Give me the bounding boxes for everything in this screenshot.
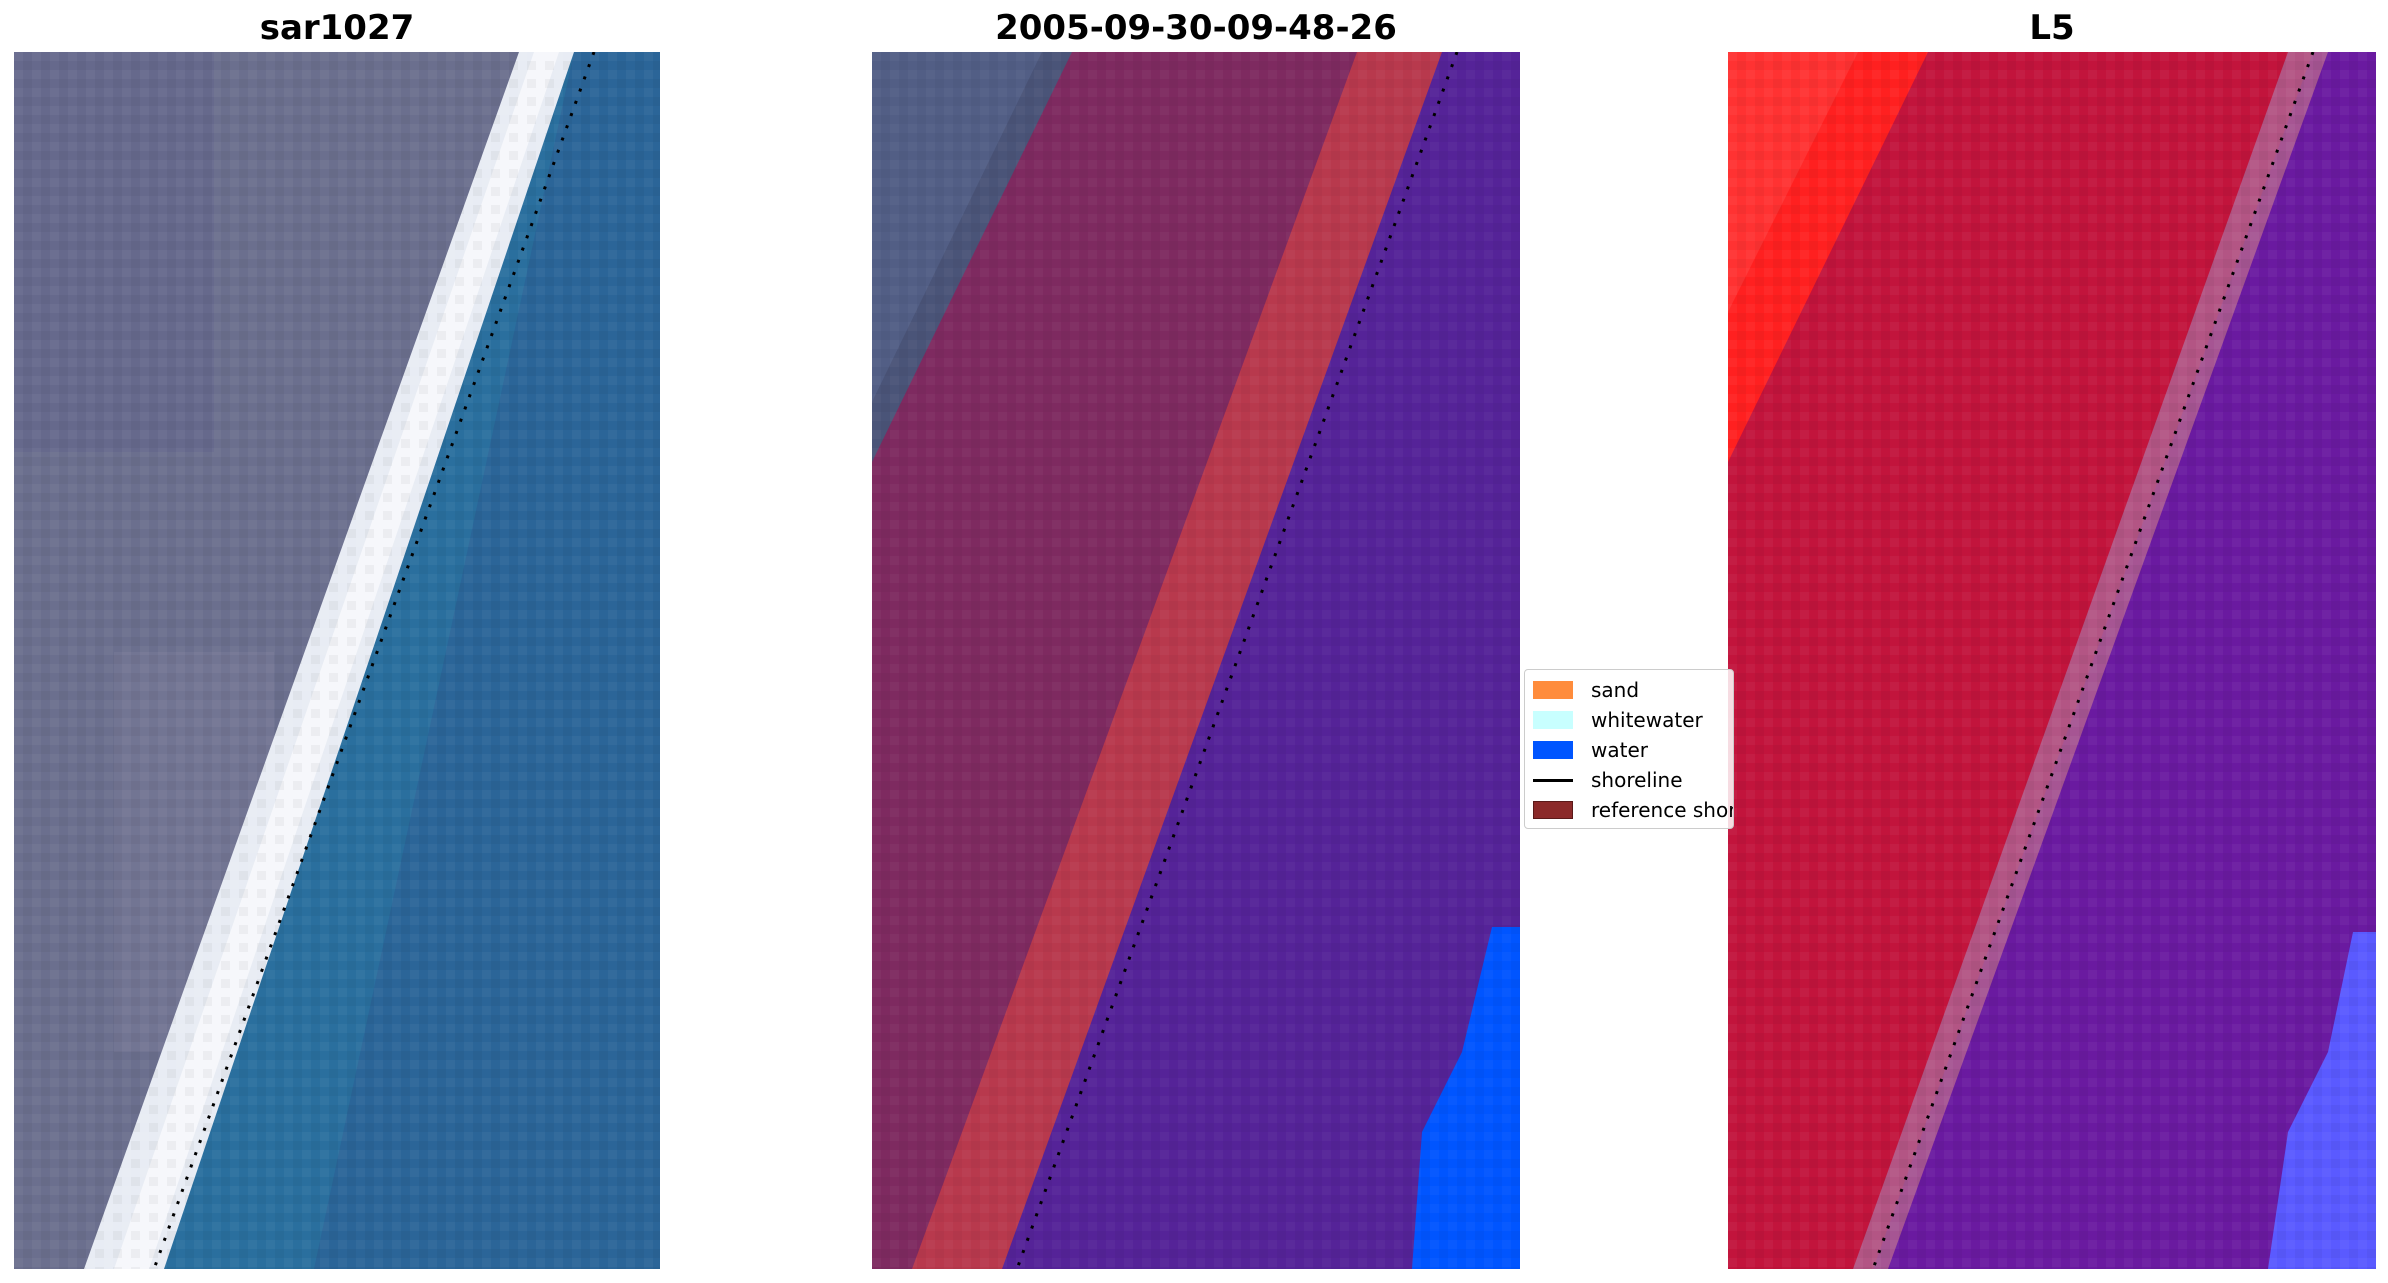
panel-title: sar1027 — [259, 8, 415, 48]
legend-label: whitewater — [1591, 708, 1703, 732]
shoreline-line-swatch — [1533, 778, 1573, 782]
legend-item-water: water — [1533, 735, 1733, 765]
panel-title: 2005-09-30-09-48-26 — [995, 8, 1397, 48]
legend: sand whitewater water shoreline referenc… — [1524, 669, 1734, 829]
panel-title: L5 — [2029, 8, 2075, 48]
legend-item-reference-shoreline: reference shoreline — [1533, 795, 1733, 825]
panel-rgb-image: sar1027 — [14, 0, 660, 1283]
water-swatch — [1533, 741, 1573, 759]
legend-item-sand: sand — [1533, 675, 1733, 705]
legend-label: reference shoreline — [1591, 798, 1734, 822]
rgb-satellite-image — [14, 52, 660, 1269]
panel-classified-image: 2005-09-30-09-48-26 — [872, 0, 1520, 1283]
legend-label: water — [1591, 738, 1648, 762]
sand-swatch — [1533, 681, 1573, 699]
panel-index-image: L5 — [1728, 0, 2376, 1283]
classified-image — [872, 52, 1520, 1269]
reference-shoreline-swatch — [1533, 801, 1573, 819]
legend-label: sand — [1591, 678, 1640, 702]
whitewater-swatch — [1533, 711, 1573, 729]
legend-item-whitewater: whitewater — [1533, 705, 1733, 735]
legend-item-shoreline: shoreline — [1533, 765, 1733, 795]
index-image — [1728, 52, 2376, 1269]
legend-label: shoreline — [1591, 768, 1683, 792]
